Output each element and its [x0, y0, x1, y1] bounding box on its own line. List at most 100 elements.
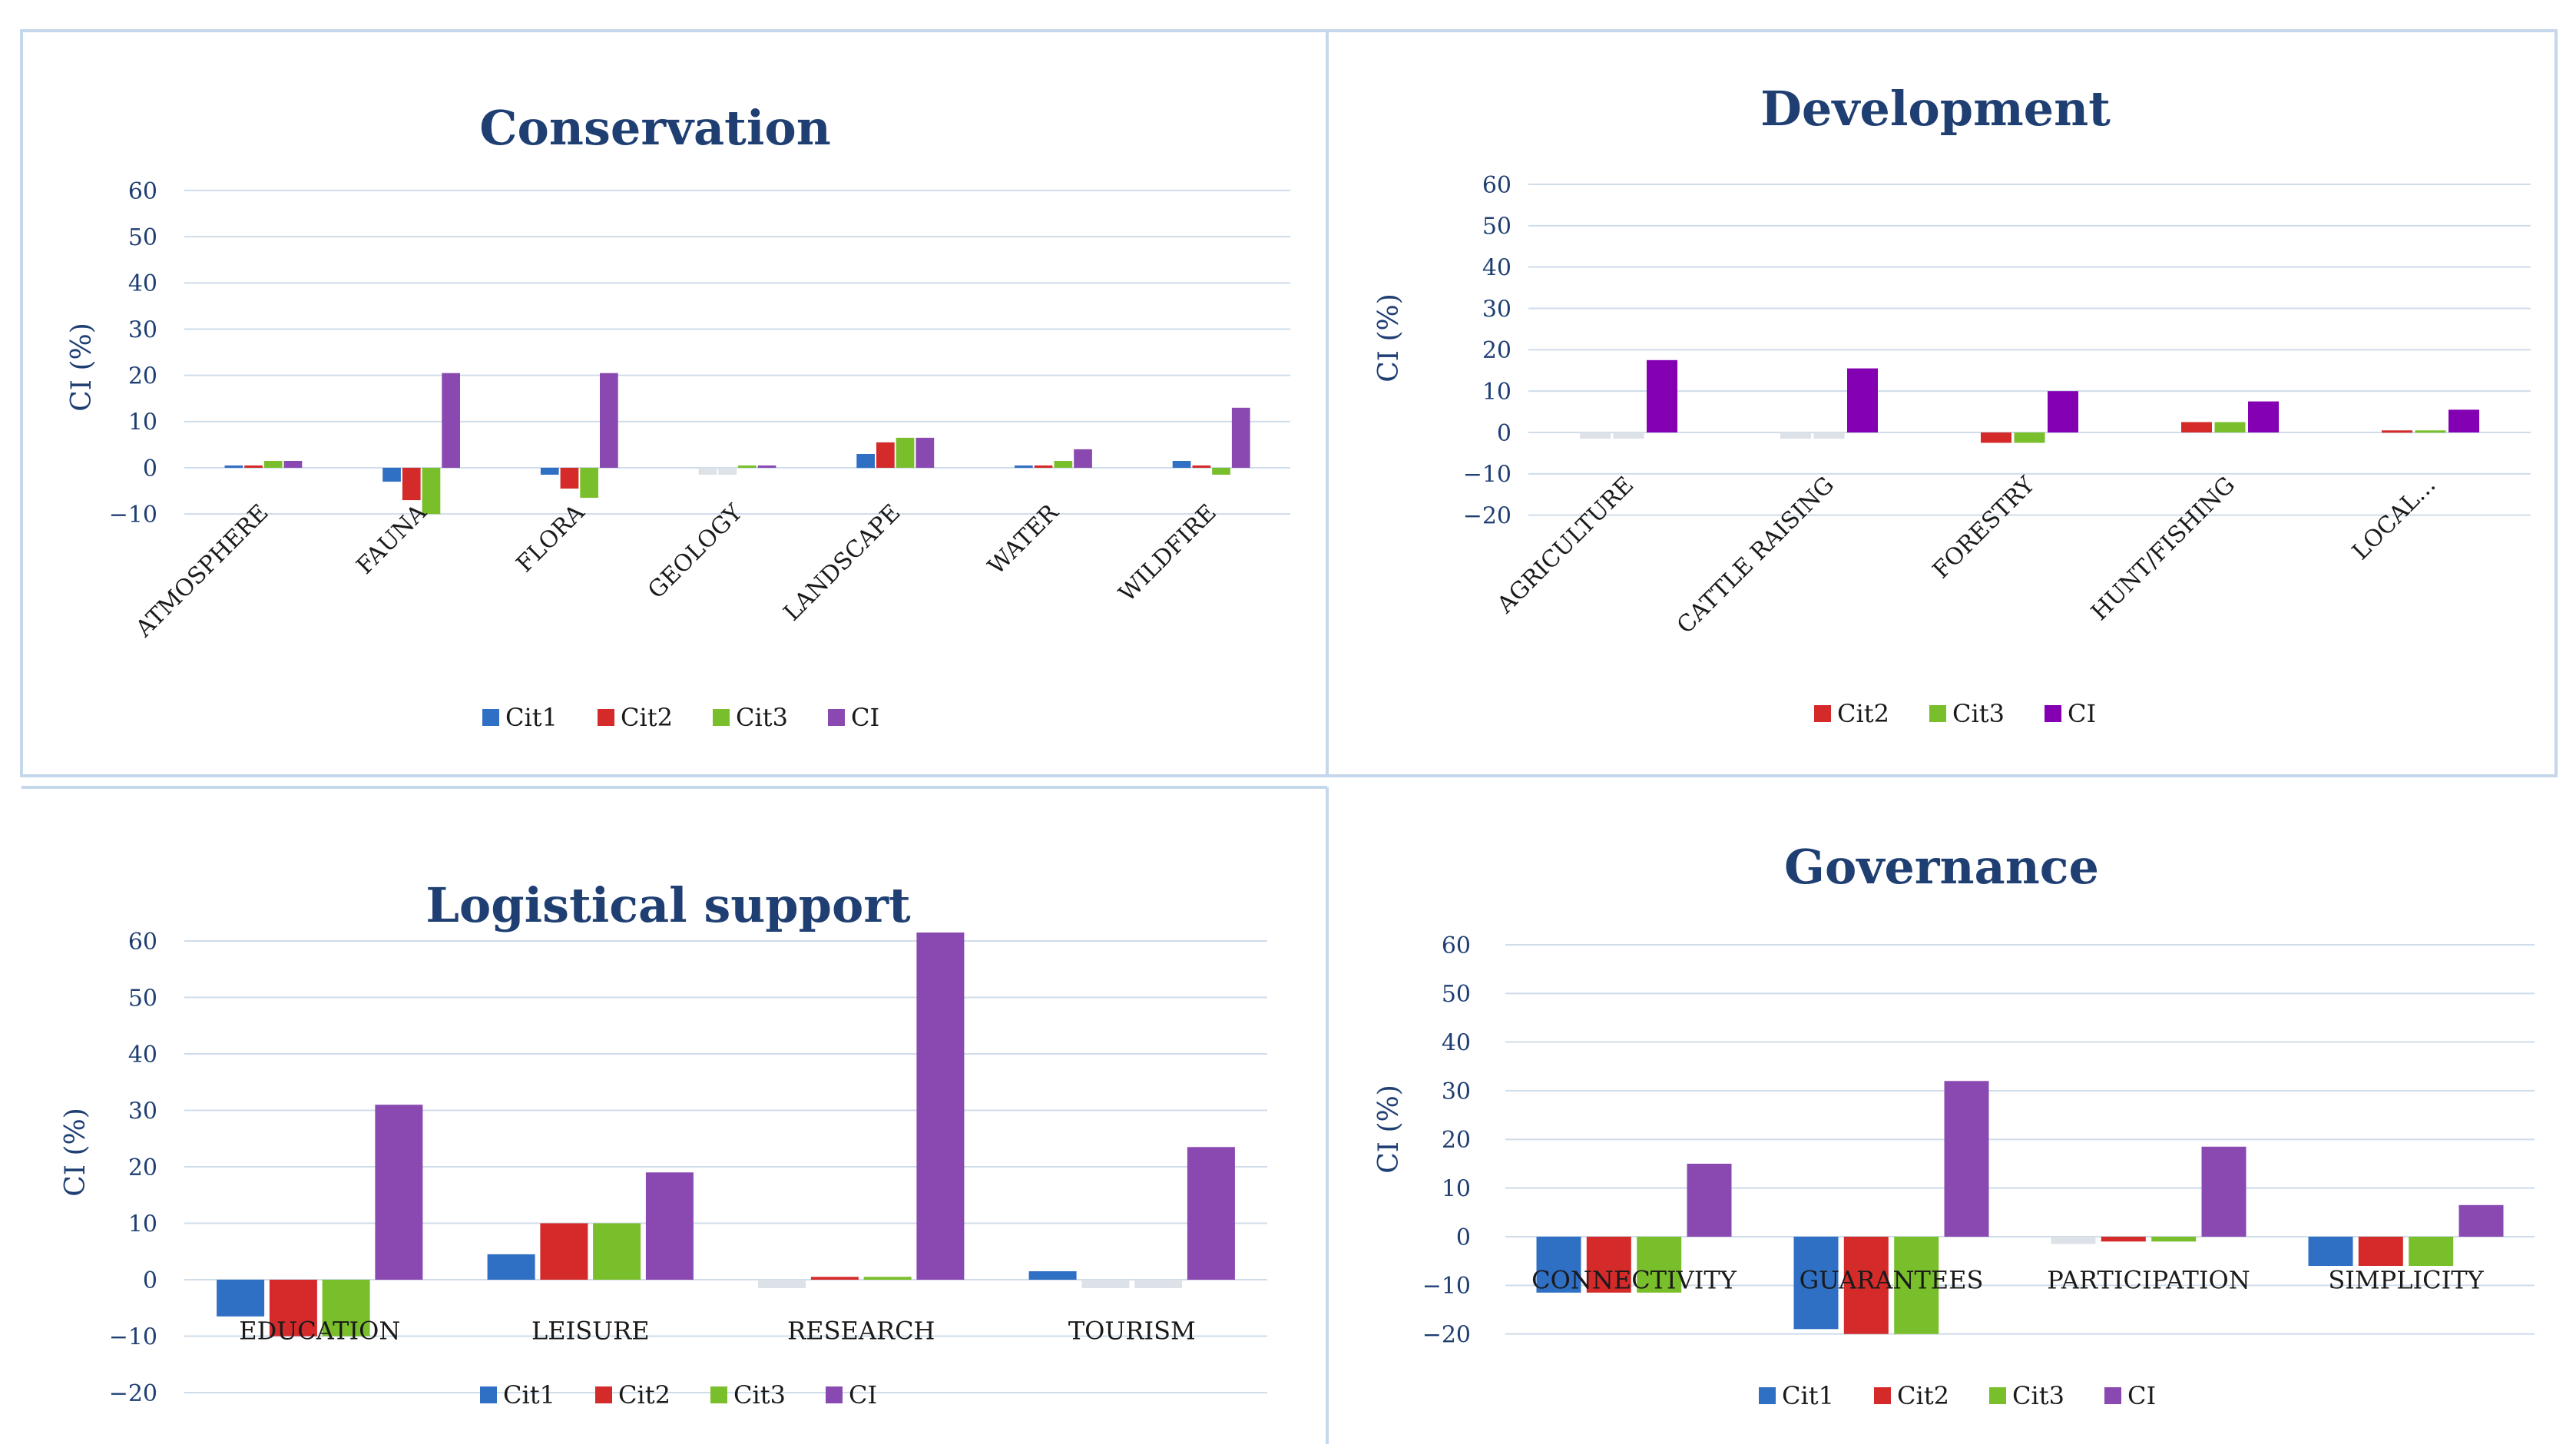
legend-label: Cit3: [733, 1380, 786, 1410]
y-tick-label: 40: [1482, 254, 1511, 281]
x-tick-label: RESEARCH: [787, 1317, 935, 1346]
bar-cit2: [2101, 1237, 2146, 1242]
legend-swatch-cit3: [713, 709, 730, 726]
bar-cit2: [718, 468, 737, 475]
x-tick-label: HUNT/FISHING: [2086, 472, 2240, 626]
legend-label: Cit2: [621, 703, 673, 732]
legend-swatch-ci: [826, 1386, 843, 1403]
legend-swatch-cit2: [595, 1386, 612, 1403]
development-chart: Development CI (%) 60 50 40 30 20 10 0 −10 −20 A…: [1373, 81, 2531, 728]
bar-cit2: [1586, 1237, 1631, 1293]
legend-label: Cit3: [1952, 699, 2005, 728]
bar-ci: [916, 437, 935, 468]
y-tick-label: 40: [1442, 1029, 1471, 1056]
y-tick-label: −10: [1422, 1273, 1471, 1300]
bar-cit1: [2051, 1237, 2096, 1244]
legend-label: Cit2: [1837, 699, 1889, 728]
legend-swatch-cit1: [480, 1386, 497, 1403]
y-tick-label: 10: [1482, 379, 1511, 406]
bar-cit3: [1637, 1237, 1682, 1293]
bar-cit1: [856, 454, 875, 469]
y-axis-label: CI (%): [1373, 293, 1405, 383]
bar-ci: [2048, 391, 2078, 432]
y-tick-label: 30: [1482, 296, 1511, 323]
y-tick-label: 40: [128, 270, 157, 297]
legend-swatch-cit3: [710, 1386, 727, 1403]
bar-ci: [1074, 449, 1092, 468]
bar-cit2: [244, 465, 263, 468]
bar-cit3: [593, 1223, 641, 1280]
bar-ci: [1847, 368, 1878, 432]
legend-label: Cit1: [1782, 1381, 1834, 1410]
bar-cit2: [876, 442, 895, 468]
development-frame: [1326, 29, 2558, 777]
bar-cit1: [382, 468, 401, 482]
x-tick-label: FORESTRY: [1928, 471, 2041, 584]
x-tick-label: GUARANTEES: [1800, 1265, 1984, 1294]
y-axis-label: CI (%): [66, 323, 98, 412]
y-tick-label: 60: [1482, 172, 1511, 199]
y-tick-label: 10: [1442, 1175, 1471, 1202]
bar-cit3: [2415, 430, 2446, 433]
bar-ci: [757, 465, 776, 468]
y-tick-label: 40: [128, 1042, 157, 1068]
y-tick-label: 50: [1442, 981, 1471, 1008]
bar-ci: [1687, 1164, 1732, 1237]
y-tick-label: −10: [109, 502, 157, 528]
legend-swatch-ci: [2045, 705, 2061, 722]
bar-cit3: [322, 1280, 370, 1337]
x-tick-label: CONNECTIVITY: [1531, 1265, 1737, 1294]
y-tick-label: 60: [128, 178, 157, 205]
legend-label: Cit1: [505, 703, 558, 732]
chart-title: Development: [1760, 81, 2111, 137]
bar-cit2: [1780, 432, 1811, 439]
bar-cit3: [1613, 432, 1644, 439]
bar-ci: [916, 933, 965, 1280]
legend-label: Cit2: [618, 1380, 670, 1410]
bar-cit1: [758, 1280, 806, 1288]
bar-cit2: [2382, 430, 2412, 433]
bar-cit3: [2151, 1237, 2197, 1242]
legend-label: CI: [2127, 1381, 2156, 1410]
y-tick-label: 50: [128, 224, 157, 251]
legend-label: CI: [849, 1380, 877, 1410]
x-tick-label: SIMPLICITY: [2328, 1265, 2484, 1294]
y-tick-label: 20: [128, 1155, 157, 1181]
bar-cit1: [1015, 465, 1033, 468]
bar-cit3: [1894, 1237, 1939, 1334]
y-tick-label: 20: [1482, 337, 1511, 364]
bar-cit1: [1793, 1237, 1839, 1330]
bar-cit2: [1843, 1237, 1889, 1334]
bar-cit3: [1212, 468, 1230, 475]
y-tick-label: −10: [1463, 462, 1511, 489]
legend-swatch-cit3: [1989, 1387, 2006, 1404]
legend-swatch-cit1: [482, 709, 499, 726]
y-tick-label: 0: [1456, 1224, 1471, 1251]
x-tick-label: LANDSCAPE: [779, 499, 906, 627]
bar-ci: [442, 373, 460, 468]
y-tick-label: 10: [128, 409, 157, 436]
legend-swatch-cit2: [1874, 1387, 1891, 1404]
y-tick-label: 0: [143, 456, 157, 482]
bar-cit2: [1034, 465, 1053, 468]
bar-cit3: [263, 461, 283, 468]
bar-ci: [600, 373, 618, 468]
bar-cit3: [580, 468, 598, 499]
x-tick-label: FLORA: [512, 499, 590, 578]
bar-cit2: [540, 1223, 588, 1280]
x-tick-label: LEISURE: [531, 1317, 650, 1346]
legend-swatch-ci: [828, 709, 845, 726]
x-tick-label: PARTICIPATION: [2047, 1265, 2250, 1294]
bar-cit3: [1054, 461, 1073, 468]
bar-ci: [1944, 1081, 1989, 1237]
legend-label: CI: [851, 703, 879, 732]
bar-ci: [375, 1105, 423, 1280]
bar-cit1: [487, 1254, 535, 1280]
bar-cit1: [217, 1280, 265, 1317]
bar-ci: [283, 461, 303, 468]
x-tick-label: WILDFIRE: [1114, 499, 1222, 608]
bar-cit2: [2181, 422, 2212, 432]
y-tick-label: 20: [1442, 1127, 1471, 1154]
bar-cit2: [1081, 1280, 1130, 1288]
y-tick-label: 60: [128, 929, 157, 956]
